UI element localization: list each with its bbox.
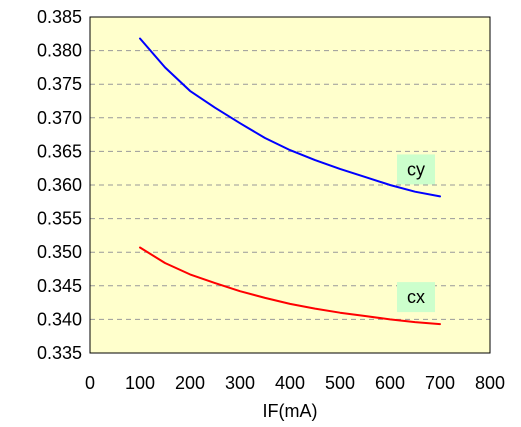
y-tick-label: 0.340 [37, 309, 82, 329]
x-axis-ticks: 0 100 200 300 400 500 600 700 800 [85, 373, 505, 393]
series-label-text: cy [407, 159, 425, 179]
x-tick-label: 200 [175, 373, 205, 393]
y-tick-label: 0.380 [37, 41, 82, 61]
series-label-cy: cy [397, 154, 435, 185]
y-tick-label: 0.335 [37, 343, 82, 363]
x-tick-label: 600 [375, 373, 405, 393]
grid-lines [90, 50, 490, 320]
x-tick-label: 400 [275, 373, 305, 393]
plot-frame [89, 16, 491, 354]
y-axis-ticks: 0.335 0.340 0.345 0.350 0.355 0.360 0.365 0.370… [37, 7, 82, 363]
y-tick-label: 0.370 [37, 108, 82, 128]
series-lines [139, 37, 441, 326]
x-tick-label: 500 [325, 373, 355, 393]
series-label-box [397, 154, 435, 185]
y-tick-label: 0.360 [37, 175, 82, 195]
x-tick-label: 300 [225, 373, 255, 393]
y-tick-label: 0.385 [37, 7, 82, 27]
x-tick-label: 0 [85, 373, 95, 393]
series-labels: cy cx [397, 154, 435, 313]
y-tick-label: 0.375 [37, 74, 82, 94]
series-line-cy [139, 37, 441, 198]
y-tick-label: 0.355 [37, 209, 82, 229]
x-tick-label: 800 [475, 373, 505, 393]
y-tick-label: 0.345 [37, 276, 82, 296]
series-label-cx: cx [397, 282, 435, 313]
series-label-text: cx [407, 287, 425, 307]
x-tick-label: 700 [425, 373, 455, 393]
series-line-cx [139, 246, 441, 326]
y-tick-label: 0.365 [37, 141, 82, 161]
series-label-box [397, 282, 435, 313]
y-tick-label: 0.350 [37, 242, 82, 262]
x-axis-title: IF(mA) [263, 401, 318, 421]
x-tick-label: 100 [125, 373, 155, 393]
